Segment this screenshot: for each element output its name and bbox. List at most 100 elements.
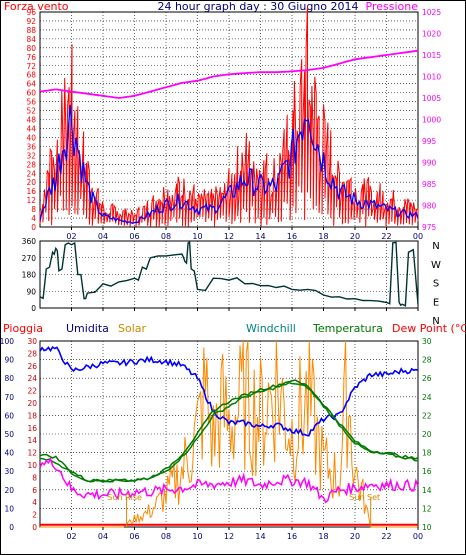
y-right-tick-label: 1025 xyxy=(422,8,441,17)
chart-title: 24 hour graph day : 30 Giugno 2014 xyxy=(157,0,358,13)
y-left-tick-label: 40 xyxy=(26,133,36,142)
temperature-tick-label: 28 xyxy=(422,356,432,365)
temperature-tick-label: 30 xyxy=(422,337,432,346)
y-right-tick-label: 980 xyxy=(422,202,437,211)
y-left-tick-label: 56 xyxy=(26,98,36,107)
legend-solar: Solar xyxy=(118,322,147,335)
y-left-tick-label: 84 xyxy=(26,35,36,44)
y-left-tick-label: 8 xyxy=(31,205,36,214)
wind-direction-series xyxy=(39,241,419,307)
humidity-line xyxy=(39,345,419,437)
temperature-humidity-ticks: 0102030405060708090100024681012141618202… xyxy=(0,337,432,541)
humidity-tick-label: 0 xyxy=(9,523,14,532)
temperature-tick-label: 10 xyxy=(422,523,432,532)
legend-dewpoint: Dew Point (°C) xyxy=(392,322,466,335)
x-tick-label: 22 xyxy=(381,532,391,541)
direction-degree-label: 180 xyxy=(22,271,37,280)
y-right-tick-label: 1015 xyxy=(422,51,441,60)
temperature-tick-label: 14 xyxy=(422,486,432,495)
compass-label: N xyxy=(432,241,439,252)
rain-tick-label: 8 xyxy=(32,473,37,482)
humidity-tick-label: 70 xyxy=(4,393,14,402)
rain-tick-label: 2 xyxy=(32,511,37,520)
rain-tick-label: 0 xyxy=(32,523,37,532)
x-tick-label: 18 xyxy=(318,532,328,541)
y-right-tick-label: 975 xyxy=(422,223,437,232)
rain-tick-label: 16 xyxy=(27,424,37,433)
y-left-tick-label: 60 xyxy=(26,89,36,98)
x-tick-label: 08 xyxy=(161,232,171,241)
y-right-tick-label: 1020 xyxy=(422,30,441,39)
rain-tick-label: 12 xyxy=(27,449,37,458)
rain-tick-label: 10 xyxy=(27,461,37,470)
temperature-tick-label: 12 xyxy=(422,504,432,513)
windchill-line xyxy=(39,381,418,483)
humidity-tick-label: 100 xyxy=(0,337,14,346)
rain-tick-label: 30 xyxy=(27,337,37,346)
x-tick-label: 06 xyxy=(129,232,139,241)
y-left-tick-label: 88 xyxy=(26,26,36,35)
y-left-tick-label: 48 xyxy=(26,116,36,125)
direction-degree-label: 360 xyxy=(22,237,37,246)
wind-pressure-grid xyxy=(40,12,418,227)
wind-average-line xyxy=(39,104,419,225)
x-tick-label: 00 xyxy=(413,232,423,241)
wind-pressure-panel: 0481216202428323640444852566064687276808… xyxy=(26,5,441,241)
x-tick-label: 12 xyxy=(224,232,234,241)
y-left-tick-label: 20 xyxy=(26,178,36,187)
x-tick-label: 00 xyxy=(413,532,423,541)
bottom-legend: Pioggia Umidita Solar Windchill Temperat… xyxy=(3,322,466,335)
temperature-tick-label: 22 xyxy=(422,411,432,420)
x-tick-label: 04 xyxy=(98,532,108,541)
rain-tick-label: 28 xyxy=(27,349,37,358)
x-tick-label: 08 xyxy=(161,532,171,541)
x-tick-label: 20 xyxy=(350,532,360,541)
x-tick-label: 02 xyxy=(66,232,76,241)
x-tick-label: 02 xyxy=(66,532,76,541)
pressure-label: Pressione xyxy=(366,0,419,13)
x-tick-label: 04 xyxy=(98,232,108,241)
y-right-tick-label: 990 xyxy=(422,159,437,168)
temperature-tick-label: 18 xyxy=(422,449,432,458)
humidity-tick-label: 20 xyxy=(4,486,14,495)
humidity-tick-label: 90 xyxy=(4,356,14,365)
temperature-tick-label: 26 xyxy=(422,374,432,383)
wind-direction-line xyxy=(39,241,419,307)
x-tick-label: 06 xyxy=(129,532,139,541)
y-left-tick-label: 12 xyxy=(26,196,36,205)
x-tick-label: 10 xyxy=(192,232,202,241)
temperature-tick-label: 24 xyxy=(422,393,432,402)
y-left-tick-label: 96 xyxy=(26,8,36,17)
wind-gust-line xyxy=(39,5,419,228)
sunrise-label: Sun Rise xyxy=(107,493,142,502)
x-tick-label: 10 xyxy=(192,532,202,541)
x-tick-label: 16 xyxy=(287,232,297,241)
x-tick-label: 22 xyxy=(381,232,391,241)
y-left-tick-label: 76 xyxy=(26,53,36,62)
y-left-tick-label: 64 xyxy=(26,80,36,89)
humidity-tick-label: 50 xyxy=(4,430,14,439)
y-left-tick-label: 32 xyxy=(26,151,36,160)
rain-tick-label: 18 xyxy=(27,411,37,420)
temperature-humidity-panel: 0102030405060708090100024681012141618202… xyxy=(0,337,432,541)
y-left-tick-label: 16 xyxy=(26,187,36,196)
compass-label: N xyxy=(432,316,439,327)
rain-tick-label: 24 xyxy=(27,374,37,383)
rain-tick-label: 6 xyxy=(32,486,37,495)
sun-annotations: Sun Rise Sun Set xyxy=(107,493,380,527)
x-tick-label: 18 xyxy=(318,232,328,241)
direction-degree-label: 90 xyxy=(26,287,36,296)
legend-windchill: Windchill xyxy=(246,322,296,335)
temperature-tick-label: 16 xyxy=(422,467,432,476)
y-left-tick-label: 24 xyxy=(26,169,36,178)
humidity-tick-label: 30 xyxy=(4,467,14,476)
temperature-line xyxy=(39,379,419,483)
compass-label: S xyxy=(433,279,439,290)
legend-humidity: Umidita xyxy=(66,322,109,335)
y-left-tick-label: 44 xyxy=(26,124,36,133)
x-tick-label: 14 xyxy=(255,232,265,241)
y-right-tick-label: 1000 xyxy=(422,116,441,125)
pressure-line xyxy=(39,49,419,99)
